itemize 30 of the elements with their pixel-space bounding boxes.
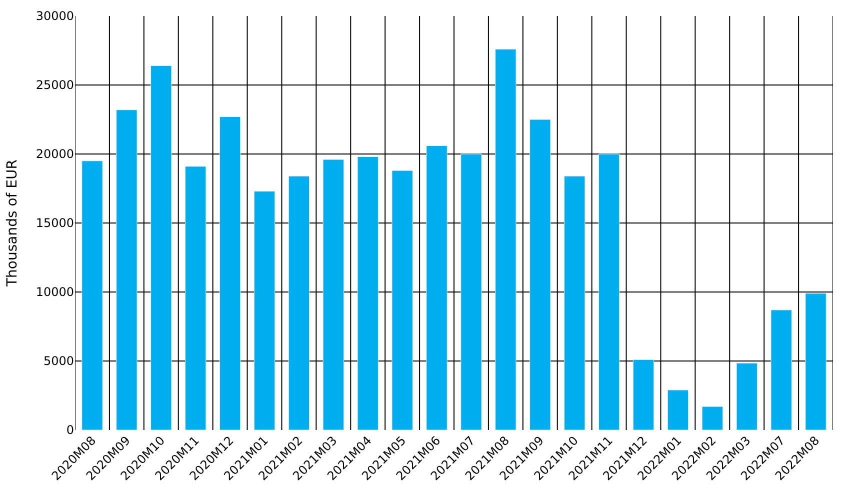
y-tick-label: 15000 xyxy=(36,216,74,230)
bar xyxy=(770,310,792,430)
y-tick-label: 0 xyxy=(66,423,74,438)
bar xyxy=(495,48,516,430)
bar xyxy=(150,65,172,430)
y-tick-label: 5000 xyxy=(43,354,74,368)
bar xyxy=(460,154,482,430)
bar xyxy=(736,362,758,430)
bar xyxy=(116,110,138,430)
y-tick-label: 10000 xyxy=(36,285,74,300)
bar xyxy=(530,119,551,430)
bar xyxy=(219,116,241,430)
bar xyxy=(426,145,448,430)
bar xyxy=(357,156,378,430)
bar xyxy=(564,176,586,430)
bar xyxy=(288,176,310,430)
y-tick-label: 25000 xyxy=(36,78,74,92)
y-axis-title: Thousands of EUR xyxy=(4,159,20,288)
bar xyxy=(632,359,654,430)
bar xyxy=(82,160,103,430)
bar xyxy=(667,390,689,430)
y-tick-label: 20000 xyxy=(36,147,74,162)
bar xyxy=(702,406,723,430)
bar xyxy=(185,166,206,430)
bar xyxy=(392,170,413,430)
y-tick-label: 30000 xyxy=(36,9,74,24)
bar xyxy=(254,191,276,430)
bar xyxy=(322,159,344,430)
bar xyxy=(805,293,826,430)
bar xyxy=(598,154,620,430)
